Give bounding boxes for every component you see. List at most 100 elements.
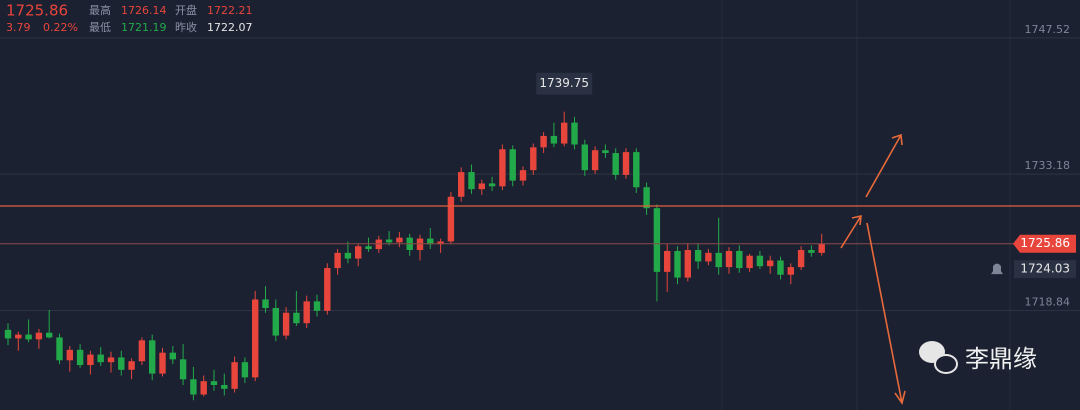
price-tag-label: 1725.86	[1020, 236, 1070, 250]
prev-label: 昨收	[175, 20, 197, 34]
candle-body	[653, 208, 661, 272]
arrow	[840, 214, 862, 249]
candle-body	[128, 361, 135, 370]
candle-body	[756, 255, 764, 267]
candle-body	[252, 299, 259, 378]
candle-body	[282, 312, 290, 336]
candle-body	[509, 149, 516, 181]
candle-body	[324, 268, 331, 311]
candle-body	[210, 381, 218, 385]
candle-body	[715, 252, 722, 268]
marker-tag	[1014, 260, 1076, 279]
candle-body	[561, 122, 568, 144]
high-label: 最高	[89, 3, 111, 17]
candle-body	[797, 250, 805, 268]
candle-body	[694, 250, 702, 262]
candle-body	[581, 144, 588, 171]
price-tag	[1013, 234, 1076, 253]
candle-body	[241, 362, 249, 378]
y-tick-label: 1733.18	[1025, 159, 1071, 172]
candle-body	[530, 147, 537, 171]
arrows	[840, 133, 906, 405]
candle-body	[159, 352, 166, 374]
candle-body	[437, 241, 444, 245]
candle-body	[25, 334, 32, 340]
candle-body	[643, 187, 650, 209]
plot: 1718.84 1733.18 1747.52 1725.86 1724.03 1739.…	[0, 23, 1080, 401]
header: 1725.86 3.79 0.22% 最高 1726.14 开盘 1722.21…	[6, 2, 253, 35]
y-tick-label: 1718.84	[1025, 295, 1071, 308]
candle-body	[808, 250, 815, 253]
marker-label: 1724.03	[1020, 262, 1070, 276]
open-label: 开盘	[175, 3, 197, 17]
candle-body	[118, 357, 125, 370]
candle-body	[602, 150, 609, 154]
candle-body	[149, 340, 156, 374]
overlay: 李鼎缘	[840, 133, 1037, 405]
candle-body	[633, 152, 640, 188]
candle-body	[684, 250, 691, 278]
candle-body	[468, 172, 475, 190]
low: 1721.19	[121, 21, 167, 34]
candle-body	[272, 307, 279, 336]
candle-body	[365, 246, 372, 250]
candle-body	[4, 329, 12, 339]
candle-body	[787, 267, 794, 275]
low-label: 最低	[89, 21, 111, 34]
candle-body	[46, 332, 53, 338]
candle-body	[179, 359, 187, 380]
candle-body	[622, 152, 630, 175]
candle-body	[674, 250, 681, 278]
peak-label: 1739.75	[539, 76, 589, 90]
candle-body	[478, 183, 485, 190]
candle-body	[313, 301, 321, 311]
candle-body	[169, 352, 176, 360]
y-tick-label: 1747.52	[1025, 23, 1071, 36]
candle-body	[303, 301, 310, 324]
candle-body	[385, 239, 393, 243]
candle-body	[746, 255, 753, 269]
candle-body	[550, 135, 558, 144]
candle-body	[664, 250, 671, 272]
candle-body	[705, 252, 712, 262]
candle-body	[35, 332, 43, 340]
candle-body	[56, 337, 63, 361]
candle-body	[66, 349, 73, 361]
candle-body	[396, 237, 403, 243]
candle-body	[499, 149, 506, 187]
candle-body	[767, 260, 774, 267]
candle-body	[138, 340, 146, 362]
candle-body	[777, 260, 784, 275]
high: 1726.14	[121, 4, 167, 17]
candle-body	[293, 312, 300, 324]
candle-body	[262, 299, 269, 308]
change: 3.79	[6, 21, 31, 34]
candle-body	[76, 349, 84, 366]
candle-body	[725, 250, 733, 268]
candle-body	[87, 354, 94, 366]
candle-body	[488, 183, 496, 187]
candle-body	[107, 357, 115, 363]
candle-body	[571, 122, 578, 145]
candle-body	[458, 172, 465, 197]
candle-body	[447, 196, 455, 242]
wechat-icon	[919, 341, 958, 374]
arrow	[866, 222, 906, 405]
open: 1722.21	[207, 4, 253, 17]
candle-body	[355, 246, 362, 259]
candle-body	[519, 170, 527, 181]
candle-body	[736, 250, 743, 269]
last-price: 1725.86	[6, 2, 68, 20]
candle-body	[200, 381, 207, 395]
candle-body	[231, 362, 238, 389]
candle-body	[612, 153, 619, 175]
candle-body	[818, 243, 825, 253]
candle-body	[591, 150, 599, 171]
candle-body	[334, 252, 341, 269]
candle-body	[540, 135, 547, 148]
candle-body	[190, 379, 197, 395]
